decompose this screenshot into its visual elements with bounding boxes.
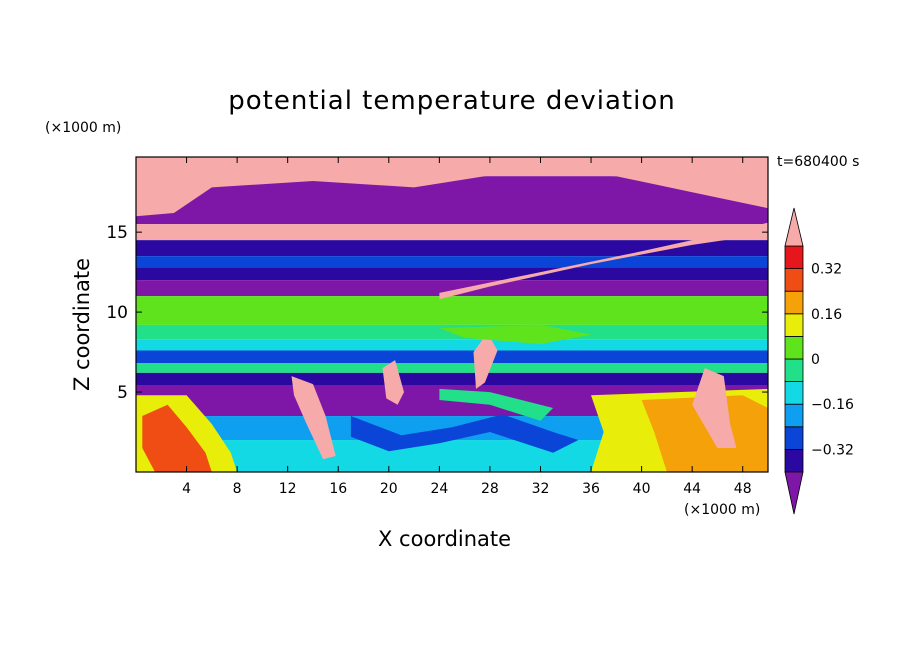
- colorbar-bottom-arrow: [784, 471, 804, 515]
- colorbar-segment: [784, 290, 804, 315]
- falling-plume-2: [382, 360, 404, 405]
- tilted-plume: [439, 222, 768, 300]
- x-tick-label: 48: [734, 481, 752, 497]
- colorbar-segment: [784, 381, 804, 405]
- falling-plume-3: [473, 332, 498, 389]
- band-3: [136, 240, 768, 257]
- lower-green-wave: [439, 388, 554, 421]
- right-warm-core: [641, 395, 768, 472]
- x-tick-label: 32: [532, 481, 550, 497]
- colorbar-label: 0.32: [811, 262, 842, 278]
- band-6: [136, 280, 768, 297]
- band-7: [136, 296, 768, 325]
- x-tick-label: 8: [233, 481, 242, 497]
- colorbar-label: 0.16: [811, 307, 842, 323]
- x-tick-label: 12: [279, 481, 297, 497]
- upper-plume: [136, 157, 768, 217]
- falling-plume-1: [291, 376, 336, 460]
- band-9: [136, 339, 768, 351]
- x-axis-ticks: 4 8 12 16 20 24 28 32 36 40 44 48: [182, 157, 752, 497]
- time-label: t=680400 s: [777, 154, 860, 170]
- colorbar-segment: [784, 313, 804, 337]
- y-tick-label: 10: [106, 303, 128, 323]
- x-axis-label: X coordinate: [378, 527, 512, 551]
- x-axis-unit-label: (×1000 m): [684, 502, 761, 518]
- band-10: [136, 350, 768, 364]
- colorbar-segment: [784, 426, 804, 450]
- colorbar-segment: [784, 358, 804, 383]
- plot-frame: [135, 156, 769, 473]
- band-11: [136, 363, 768, 373]
- colorbar-segment: [784, 448, 804, 473]
- colorbar-label: 0: [811, 352, 820, 368]
- green-midband-bulge: [439, 324, 591, 345]
- x-tick-label: 44: [683, 481, 701, 497]
- colorbar: 0.32 0.16 0 −0.16 −0.32: [784, 207, 854, 515]
- right-plume: [692, 368, 737, 448]
- y-tick-label: 15: [106, 223, 128, 243]
- y-tick-label: 5: [117, 383, 128, 403]
- x-tick-label: 28: [481, 481, 499, 497]
- colorbar-label: −0.32: [811, 442, 854, 458]
- y-axis-ticks: 5 10 15: [106, 223, 768, 403]
- y-axis-unit-label: (×1000 m): [45, 120, 122, 136]
- x-tick-label: 4: [182, 481, 191, 497]
- colorbar-segment: [784, 245, 804, 270]
- colorbar-top-arrow: [784, 207, 804, 247]
- band-5: [136, 267, 768, 281]
- lower-blue-wave: [350, 414, 579, 453]
- x-tick-label: 36: [582, 481, 600, 497]
- band-2: [136, 224, 768, 241]
- left-warm-core: [142, 404, 212, 472]
- colorbar-label: −0.16: [811, 397, 854, 413]
- x-tick-label: 20: [380, 481, 398, 497]
- band-4: [136, 256, 768, 268]
- colorbar-segment: [784, 268, 804, 292]
- band-12: [136, 372, 768, 386]
- colorbar-segment: [784, 403, 804, 428]
- colorbar-segment: [784, 335, 804, 360]
- x-tick-label: 40: [633, 481, 651, 497]
- chart-title: potential temperature deviation: [228, 86, 676, 116]
- plot-area: [135, 156, 769, 473]
- x-tick-label: 24: [430, 481, 448, 497]
- x-tick-label: 16: [329, 481, 347, 497]
